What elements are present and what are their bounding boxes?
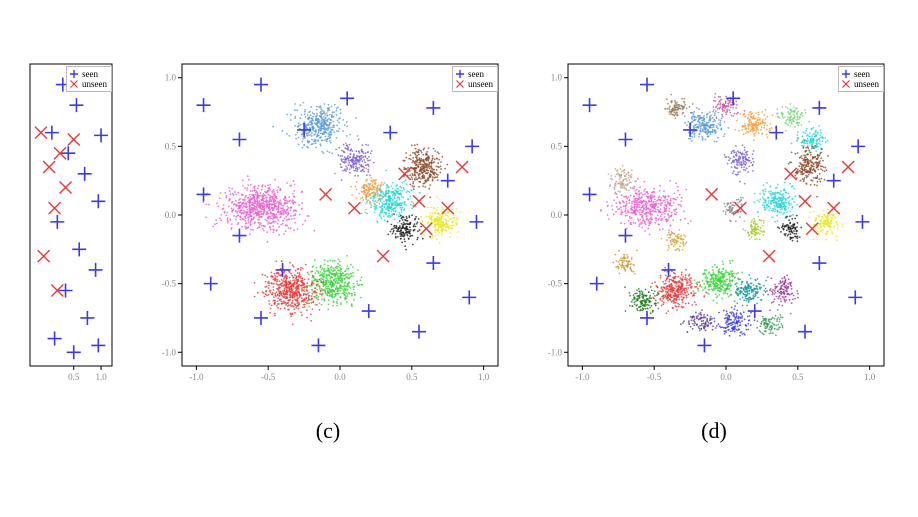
svg-text:0.5: 0.5 — [406, 372, 418, 382]
svg-text:0.5: 0.5 — [68, 372, 80, 382]
cross-icon — [69, 79, 79, 89]
svg-text:-1.0: -1.0 — [162, 347, 177, 357]
legend-label: unseen — [82, 79, 107, 89]
legend-item-unseen: unseen — [69, 79, 107, 89]
cross-icon — [841, 79, 851, 89]
plus-icon — [69, 69, 79, 79]
panel-a: 0.5 1.0 seenunseen — [0, 60, 118, 418]
svg-text:0.0: 0.0 — [165, 210, 177, 220]
legend-label: unseen — [468, 79, 493, 89]
scatter-plot-d: -1.0-0.50.00.51.0-1.0-0.50.00.51.0 — [538, 60, 890, 390]
svg-text:1.0: 1.0 — [165, 73, 177, 83]
scatter-plot-c: -1.0 -0.5 0.0 0.5 1.0 -1.0 -0.5 0.0 0.5 1.0 — [152, 60, 504, 390]
svg-text:0.5: 0.5 — [165, 141, 177, 151]
panel-caption-c: (c) — [152, 418, 504, 444]
svg-text:-0.5: -0.5 — [162, 279, 177, 289]
legend: seenunseen — [452, 66, 498, 92]
svg-text:-0.5: -0.5 — [261, 372, 276, 382]
svg-text:0.0: 0.0 — [334, 372, 346, 382]
svg-text:1.0: 1.0 — [478, 372, 490, 382]
panel-c: -1.0 -0.5 0.0 0.5 1.0 -1.0 -0.5 0.0 0.5 1.0 seenun… — [152, 60, 504, 444]
plus-icon — [455, 69, 465, 79]
legend-item-seen: seen — [69, 69, 107, 79]
plus-icon — [841, 69, 851, 79]
legend: seenunseen — [838, 66, 884, 92]
scatter-plot-a: 0.5 1.0 — [0, 60, 118, 390]
legend-label: seen — [854, 69, 870, 79]
legend-label: seen — [82, 69, 98, 79]
svg-text:1.0: 1.0 — [95, 372, 107, 382]
svg-text:-1.0: -1.0 — [189, 372, 204, 382]
legend-item-unseen: unseen — [455, 79, 493, 89]
cross-icon — [455, 79, 465, 89]
legend-item-seen: seen — [455, 69, 493, 79]
legend-label: seen — [468, 69, 484, 79]
panel-caption-d: (d) — [538, 418, 890, 444]
legend-item-seen: seen — [841, 69, 879, 79]
legend-item-unseen: unseen — [841, 79, 879, 89]
legend-label: unseen — [854, 79, 879, 89]
panel-d: -1.0-0.50.00.51.0-1.0-0.50.00.51.0seenun… — [538, 60, 890, 444]
legend: seenunseen — [66, 66, 112, 92]
